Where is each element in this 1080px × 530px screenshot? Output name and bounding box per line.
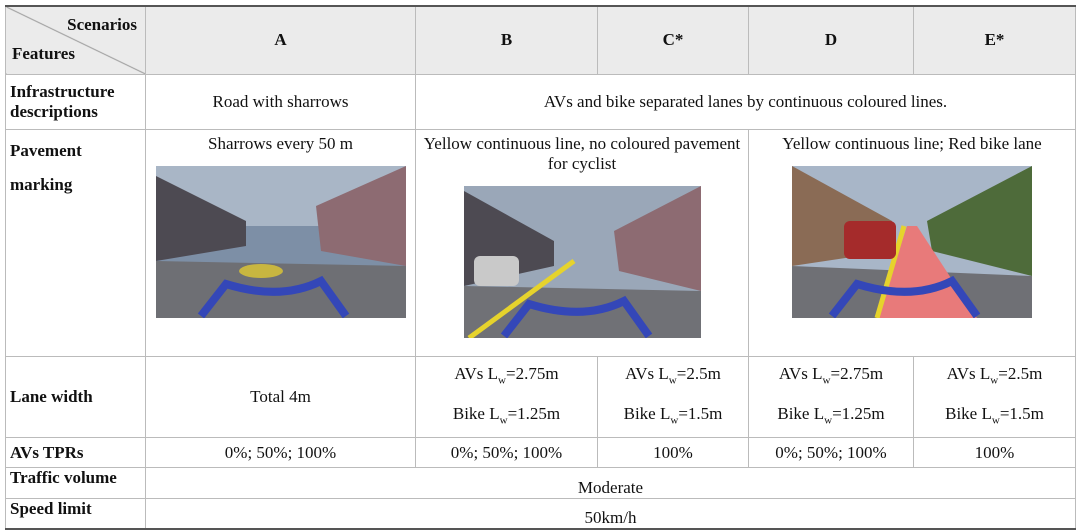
- lane-prefix: Bike L: [777, 403, 825, 423]
- lane-width-line: AVs Lw=2.75m: [753, 357, 909, 397]
- lane-prefix: Bike L: [452, 403, 500, 423]
- row: Infrastructure descriptions Road with sh…: [5, 73, 1076, 130]
- lane-prefix: Bike L: [623, 403, 671, 423]
- lane-subscript: w: [499, 414, 508, 427]
- lane-prefix: AVs L: [778, 363, 823, 383]
- lane-prefix: AVs L: [946, 363, 991, 383]
- row-label: Speed limit: [5, 498, 146, 530]
- cell: AVs and bike separated lanes by continuo…: [415, 73, 1076, 130]
- cell: 0%; 50%; 100%: [748, 437, 914, 469]
- cell: Moderate: [145, 467, 1076, 499]
- column-header: A: [145, 5, 416, 75]
- scene-image: [792, 165, 1032, 318]
- row: AVs TPRs 0%; 50%; 100% 0%; 50%; 100% 100…: [5, 437, 1076, 469]
- lane-suffix: =1.5m: [999, 403, 1044, 423]
- lane-width-line: Bike Lw=1.5m: [918, 397, 1071, 437]
- lane-subscript: w: [668, 373, 677, 386]
- cell: 100%: [913, 437, 1076, 469]
- lane-width-line: Bike Lw=1.25m: [753, 397, 909, 437]
- row-label: Traffic volume: [5, 467, 146, 499]
- lane-prefix: AVs L: [625, 363, 669, 383]
- cell: 0%; 50%; 100%: [415, 437, 598, 469]
- column-header: B: [415, 5, 598, 75]
- column-header: E*: [913, 5, 1076, 75]
- cell-text: Yellow continuous line; Red bike lane: [782, 133, 1042, 153]
- row-label: AVs TPRs: [5, 437, 146, 469]
- column-header: C*: [597, 5, 749, 75]
- lane-suffix: =1.25m: [507, 403, 561, 423]
- cell: 100%: [597, 437, 749, 469]
- lane-subscript: w: [822, 373, 831, 386]
- lane-subscript: w: [990, 373, 999, 386]
- cell: AVs Lw=2.5m Bike Lw=1.5m: [913, 355, 1076, 439]
- scene-image: [155, 165, 406, 318]
- cell: AVs Lw=2.75m Bike Lw=1.25m: [748, 355, 914, 439]
- lane-subscript: w: [498, 373, 506, 386]
- lane-suffix: =2.75m: [830, 363, 884, 383]
- lane-suffix: =2.75m: [506, 363, 559, 383]
- row-label: Infrastructure descriptions: [5, 73, 146, 130]
- row: Pavement marking Sharrows every 50 m Yel…: [5, 128, 1076, 357]
- lane-suffix: =2.5m: [676, 363, 721, 383]
- lane-suffix: =1.25m: [832, 403, 885, 423]
- lane-subscript: w: [824, 414, 833, 427]
- lane-prefix: AVs L: [454, 363, 499, 383]
- cell: Yellow continuous line, no coloured pave…: [415, 128, 749, 357]
- row-label: Lane width: [5, 355, 146, 439]
- lane-width-line: Bike Lw=1.5m: [602, 397, 744, 437]
- cell: Yellow continuous line; Red bike lane: [748, 128, 1076, 357]
- corner-bottom: Features: [12, 43, 75, 63]
- cell: Road with sharrows: [145, 73, 416, 130]
- lane-width-line: AVs Lw=2.75m: [420, 357, 593, 397]
- cell: Sharrows every 50 m: [145, 128, 416, 357]
- row-label: Pavement marking: [5, 128, 146, 357]
- lane-suffix: =2.5m: [998, 363, 1043, 383]
- corner-top: Scenarios: [67, 15, 137, 34]
- lane-width-line: AVs Lw=2.5m: [602, 357, 744, 397]
- lane-width-line: AVs Lw=2.5m: [918, 357, 1071, 397]
- cell: 50km/h: [145, 498, 1076, 530]
- lane-suffix: =1.5m: [678, 403, 723, 423]
- cell-text: Sharrows every 50 m: [208, 133, 353, 153]
- lane-subscript: w: [670, 414, 679, 427]
- row: Lane width Total 4m AVs Lw=2.75m Bike Lw=…: [5, 355, 1076, 439]
- scene-image: [463, 185, 701, 338]
- lane-prefix: Bike L: [945, 403, 992, 423]
- cell: 0%; 50%; 100%: [145, 437, 416, 469]
- row: Speed limit 50km/h: [5, 498, 1076, 530]
- cell-text: Yellow continuous line, no coloured pave…: [423, 133, 741, 173]
- column-header: D: [748, 5, 914, 75]
- corner-cell: Scenarios Features: [5, 5, 146, 75]
- lane-subscript: w: [991, 414, 1000, 427]
- cell: AVs Lw=2.75m Bike Lw=1.25m: [415, 355, 598, 439]
- cell: AVs Lw=2.5m Bike Lw=1.5m: [597, 355, 749, 439]
- scenario-table: Scenarios Features A B C* D E* Infrastruc…: [5, 5, 1076, 530]
- header-row: Scenarios Features A B C* D E*: [5, 5, 1076, 75]
- lane-width-line: Bike Lw=1.25m: [420, 397, 593, 437]
- cell: Total 4m: [145, 355, 416, 439]
- row: Traffic volume Moderate: [5, 467, 1076, 499]
